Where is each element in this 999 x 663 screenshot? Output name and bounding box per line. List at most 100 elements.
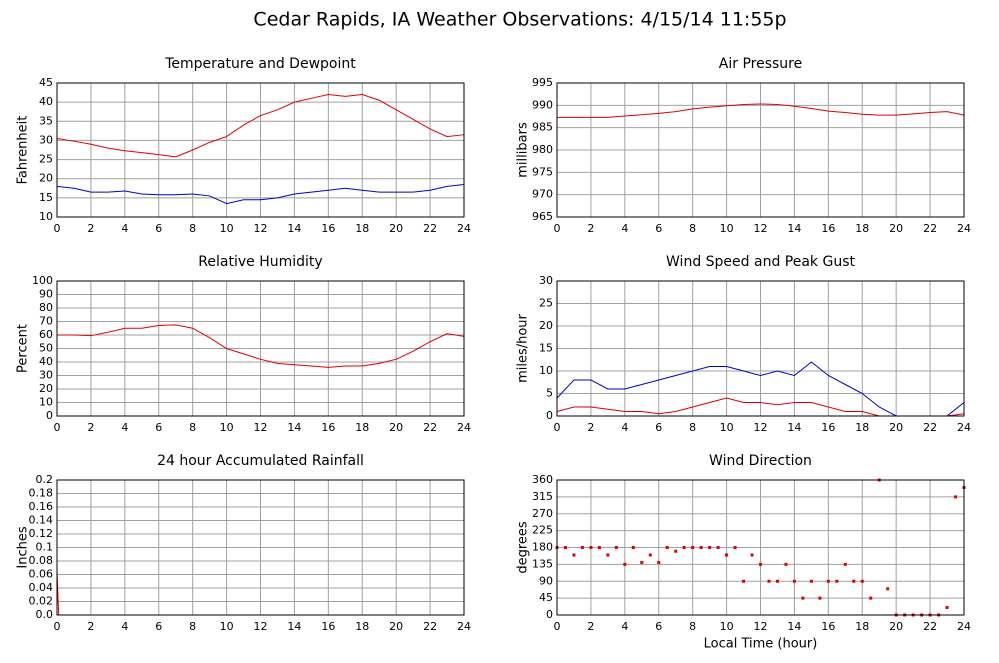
x-tick-label: 24 (957, 620, 971, 633)
data-point (674, 549, 678, 553)
panel-title: Wind Speed and Peak Gust (666, 254, 855, 270)
x-tick-label: 22 (923, 620, 937, 633)
x-tick-label: 6 (655, 222, 662, 235)
y-tick-label: 80 (39, 301, 53, 314)
x-tick-label: 2 (587, 222, 594, 235)
y-tick-label: 990 (532, 98, 553, 111)
data-point (733, 546, 737, 549)
x-tick-label: 10 (720, 421, 734, 434)
plot-frame (556, 280, 965, 417)
y-tick-label: 0 (546, 608, 553, 621)
data-point (725, 553, 729, 557)
x-tick-label: 0 (554, 222, 561, 235)
x-tick-label: 4 (121, 222, 128, 235)
x-tick-label: 16 (821, 421, 835, 434)
x-tick-label: 10 (220, 620, 234, 633)
y-tick-label: 90 (39, 288, 53, 301)
y-tick-label: 0 (546, 409, 553, 422)
panel-title: Wind Direction (709, 453, 812, 469)
x-tick-label: 14 (787, 421, 801, 434)
panel: 0 2 4 6 8 10 12 14 16 18 20 22 241015202530354045Tem… (16, 56, 472, 235)
x-tick-label: 20 (889, 222, 903, 235)
y-tick-label: 40 (39, 355, 53, 368)
x-tick-label: 14 (787, 620, 801, 633)
x-tick-label: 20 (389, 620, 403, 633)
x-tick-label: 2 (87, 222, 94, 235)
data-point (818, 596, 822, 600)
data-point (759, 562, 762, 566)
data-point (580, 546, 584, 549)
y-tick-label: 20 (39, 172, 53, 185)
y-tick-label: 135 (532, 557, 553, 570)
y-tick-label: 45 (39, 76, 53, 89)
x-tick-label: 12 (254, 222, 268, 235)
x-tick-label: 6 (655, 620, 662, 633)
x-tick-label: 18 (355, 620, 369, 633)
y-tick-label: 30 (39, 369, 53, 382)
x-tick-label: 0 (54, 222, 61, 235)
y-tick-label: 70 (39, 315, 53, 328)
y-tick-label: 60 (39, 328, 53, 341)
y-tick-label: 20 (39, 382, 53, 395)
y-tick-label: 0.0 (36, 608, 54, 621)
y-tick-label: 45 (539, 591, 553, 604)
panel-title: Air Pressure (719, 56, 802, 72)
x-tick-label: 0 (554, 620, 561, 633)
data-point (597, 546, 601, 549)
x-tick-label: 8 (689, 421, 696, 434)
data-line (56, 93, 465, 158)
y-tick-label: 90 (539, 574, 553, 587)
x-tick-label: 20 (389, 421, 403, 434)
x-tick-label: 10 (220, 421, 234, 434)
data-point (606, 553, 610, 557)
plot-frame (556, 479, 965, 616)
data-point (623, 562, 627, 566)
x-tick-label: 2 (587, 421, 594, 434)
y-tick-label: 985 (532, 121, 553, 134)
panel-title: 24 hour Accumulated Rainfall (157, 453, 364, 469)
data-point (563, 546, 567, 549)
y-tick-label: 20 (539, 319, 553, 332)
data-point (614, 546, 618, 549)
y-tick-label: 360 (532, 473, 553, 486)
data-point (640, 561, 644, 564)
y-tick-label: 225 (532, 524, 553, 537)
x-tick-label: 22 (423, 222, 437, 235)
x-tick-label: 16 (821, 222, 835, 235)
data-point (826, 579, 830, 583)
data-point (699, 546, 703, 549)
y-tick-label: 40 (39, 95, 53, 108)
x-tick-label: 12 (254, 421, 268, 434)
y-axis-label: Inches (16, 526, 31, 568)
plot-frame (556, 82, 965, 218)
x-tick-label: 20 (889, 620, 903, 633)
plot-frame (56, 280, 465, 417)
x-tick-label: 4 (121, 620, 128, 633)
y-tick-label: 5 (546, 387, 553, 400)
x-tick-label: 2 (587, 620, 594, 633)
data-point (572, 553, 576, 557)
y-tick-label: 0.2 (36, 473, 54, 486)
y-tick-label: 270 (532, 507, 553, 520)
x-tick-label: 24 (957, 222, 971, 235)
y-tick-label: 0.12 (29, 527, 54, 540)
x-tick-label: 4 (121, 421, 128, 434)
x-tick-label: 22 (423, 620, 437, 633)
y-tick-label: 0.16 (29, 500, 54, 513)
x-tick-label: 10 (220, 222, 234, 235)
plot-frame (56, 82, 465, 218)
data-point (589, 546, 593, 549)
data-point (716, 546, 720, 549)
data-point (801, 596, 805, 600)
x-tick-label: 6 (155, 222, 162, 235)
y-axis-label: miles/hour (516, 313, 531, 382)
x-tick-label: 4 (621, 620, 628, 633)
x-tick-label: 24 (457, 421, 471, 434)
data-point (657, 561, 661, 564)
x-tick-label: 14 (787, 222, 801, 235)
x-tick-label: 18 (855, 620, 869, 633)
data-point (775, 579, 779, 583)
data-point (869, 596, 873, 600)
panel: 0 2 4 6 8 10 12 14 16 18 20 22 249659709759809859909… (516, 56, 972, 235)
